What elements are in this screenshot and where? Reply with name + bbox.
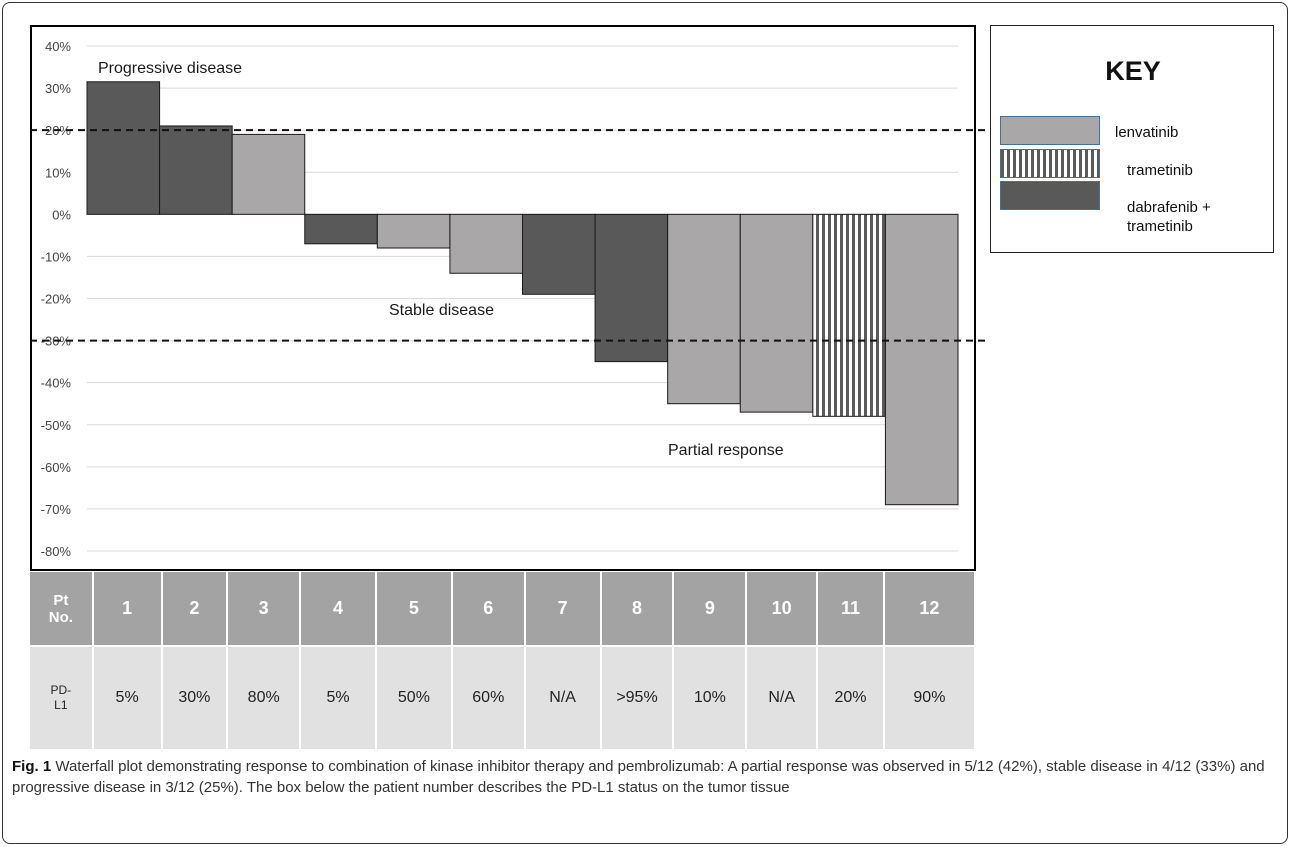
bar-patient-10 (739, 213, 814, 413)
pdl1-header-line2: L1 (54, 698, 68, 712)
pdl1-cell: 60% (451, 645, 526, 749)
y-tick-label: -70% (41, 502, 72, 517)
legend-swatch-lenvatinib (1000, 116, 1100, 145)
caption-text: Waterfall plot demonstrating response to… (12, 758, 1265, 796)
y-tick-label: 40% (45, 39, 71, 54)
pdl1-cell: N/A (524, 645, 602, 749)
pdl1-cell: 50% (375, 645, 453, 749)
legend-label-dabrafenib: dabrafenib + (1127, 199, 1211, 216)
pdl1-cell: 90% (883, 645, 977, 749)
legend-swatch-trametinib (1000, 149, 1100, 178)
pdl1-cell: N/A (746, 645, 819, 749)
bar-patient-8 (594, 213, 669, 363)
legend-title: KEY (1105, 56, 1161, 86)
y-tick-label: -10% (41, 249, 72, 264)
patient-number-cell: 11 (817, 572, 885, 646)
pdl1-cell: 10% (673, 645, 748, 749)
pdl1-header: PD- L1 (30, 645, 94, 749)
bar-patient-9 (667, 213, 741, 405)
patient-number-cell: 3 (227, 572, 302, 646)
patient-number-cell: 1 (92, 572, 163, 646)
patient-number-cell: 2 (161, 572, 229, 646)
bar-patient-6 (449, 213, 523, 274)
patient-number-cell: 7 (524, 572, 602, 646)
region-annotation: Partial response (668, 442, 784, 459)
region-annotation: Stable disease (389, 302, 494, 319)
patient-number-row: Pt No. 1 2 3 4 5 6 7 8 9 10 11 12 (30, 572, 977, 646)
bar-patient-7 (522, 213, 596, 295)
pt-no-header: Pt No. (30, 572, 94, 646)
y-tick-label: -50% (41, 418, 72, 433)
patient-number-cell: 4 (300, 572, 377, 646)
pdl1-row: PD- L1 5% 30% 80% 5% 50% 60% N/A >95% 10… (30, 645, 977, 749)
bar-patient-4 (304, 213, 378, 245)
pt-header-line1: Pt (53, 591, 69, 609)
pt-header-line2: No. (48, 608, 73, 626)
pdl1-cell: 30% (161, 645, 229, 749)
legend-swatch-dabrafenib-trametinib (1000, 181, 1100, 210)
y-tick-label: -60% (41, 460, 72, 475)
figure-caption: Fig. 1 Waterfall plot demonstrating resp… (12, 756, 1280, 798)
bar-patient-11 (812, 213, 886, 417)
pdl1-cell: 5% (92, 645, 163, 749)
pdl1-header-line1: PD- (50, 683, 72, 697)
bar-patient-3 (231, 133, 306, 215)
waterfall-chart: 40%30%20%10%0%-10%-20%-30%-40%-50%-60%-7… (30, 39, 986, 559)
legend-label-dabrafenib-trametinib-line2: trametinib (1127, 218, 1193, 235)
bar-patient-12 (884, 213, 959, 506)
bar-patient-1 (86, 81, 161, 215)
patient-number-cell: 9 (673, 572, 748, 646)
y-tick-label: -80% (41, 544, 72, 559)
pdl1-cell: 80% (227, 645, 302, 749)
patient-number-cell: 12 (883, 572, 977, 646)
y-tick-label: -40% (41, 376, 72, 391)
pdl1-cell: >95% (600, 645, 675, 749)
y-tick-label: 30% (45, 81, 71, 96)
legend-label-lenvatinib: lenvatinib (1115, 124, 1179, 141)
region-annotation: Progressive disease (98, 60, 242, 77)
legend-label-trametinib: trametinib (1127, 162, 1193, 179)
patient-number-cell: 5 (375, 572, 453, 646)
patient-number-cell: 8 (600, 572, 675, 646)
pdl1-cell: 20% (817, 645, 885, 749)
legend-box: KEY lenvatinib trametinib dabrafenib + t… (990, 25, 1274, 253)
y-tick-label: 10% (45, 165, 71, 180)
pdl1-cell: 5% (300, 645, 377, 749)
bar-patient-5 (376, 213, 451, 249)
patient-number-cell: 10 (746, 572, 819, 646)
y-tick-label: -20% (41, 292, 72, 307)
bar-patient-2 (159, 125, 233, 215)
patient-table: Pt No. 1 2 3 4 5 6 7 8 9 10 11 12 PD- L1… (30, 572, 977, 749)
patient-number-cell: 6 (451, 572, 526, 646)
y-tick-label: 0% (52, 207, 71, 222)
caption-label: Fig. 1 (12, 758, 52, 775)
